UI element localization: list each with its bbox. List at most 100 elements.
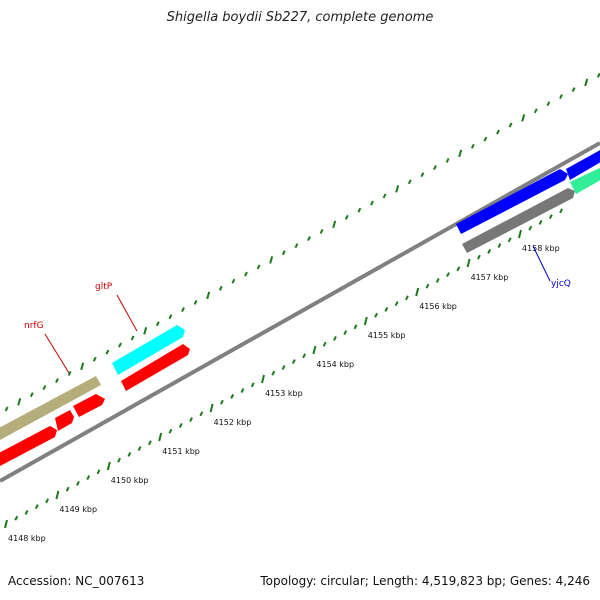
outer-tick bbox=[470, 143, 475, 149]
outer-tick bbox=[244, 271, 248, 277]
outer-tick bbox=[407, 179, 412, 185]
inner-tick bbox=[384, 306, 389, 312]
inner-tick bbox=[271, 370, 276, 376]
outer-tick bbox=[92, 356, 97, 362]
label-leader-line bbox=[44, 333, 70, 374]
inner-tick bbox=[250, 382, 255, 388]
inner-tick bbox=[148, 440, 152, 446]
outer-tick bbox=[307, 236, 311, 242]
outer-tick bbox=[80, 362, 85, 371]
inner-tick bbox=[435, 277, 440, 283]
gene-feature bbox=[570, 167, 600, 194]
outer-tick bbox=[67, 370, 72, 376]
inner-tick bbox=[55, 490, 60, 500]
outer-tick bbox=[269, 256, 274, 264]
outer-tick bbox=[596, 72, 600, 78]
inner-tick bbox=[518, 229, 522, 239]
outer-tick bbox=[4, 406, 9, 412]
scale-tick-label: 4158 kbp bbox=[522, 244, 560, 253]
inner-tick bbox=[127, 451, 132, 457]
gene-feature bbox=[462, 188, 575, 253]
outer-tick bbox=[344, 214, 349, 220]
inner-tick bbox=[476, 254, 481, 260]
inner-tick bbox=[405, 295, 409, 301]
inner-tick bbox=[446, 272, 450, 278]
topology-label: Topology: circular; Length: 4,519,823 bp… bbox=[260, 574, 590, 588]
inner-tick bbox=[24, 509, 29, 515]
outer-tick bbox=[533, 108, 538, 114]
inner-tick bbox=[199, 411, 204, 417]
outer-tick bbox=[118, 342, 122, 348]
inner-tick bbox=[96, 469, 101, 475]
inner-tick bbox=[548, 214, 553, 220]
gene-feature bbox=[0, 426, 57, 466]
scale-tick-label: 4153 kbp bbox=[265, 389, 303, 398]
outer-tick bbox=[256, 264, 261, 270]
inner-tick bbox=[507, 237, 512, 243]
inner-tick bbox=[538, 219, 543, 225]
outer-tick bbox=[193, 299, 198, 305]
scale-tick-label: 4151 kbp bbox=[162, 447, 200, 456]
outer-tick bbox=[433, 165, 437, 171]
outer-tick bbox=[231, 278, 236, 284]
inner-tick bbox=[415, 287, 420, 297]
outer-tick bbox=[458, 149, 463, 158]
outer-tick bbox=[370, 200, 374, 206]
outer-tick bbox=[382, 193, 387, 199]
backbone-track bbox=[0, 141, 600, 483]
outer-tick bbox=[42, 385, 47, 391]
scale-tick-label: 4149 kbp bbox=[59, 505, 97, 514]
inner-tick bbox=[189, 417, 193, 423]
outer-tick bbox=[395, 185, 400, 193]
inner-tick bbox=[343, 330, 348, 336]
gene-feature bbox=[112, 325, 185, 375]
scale-tick-label: 4152 kbp bbox=[214, 418, 252, 427]
inner-tick bbox=[374, 312, 378, 318]
inner-tick bbox=[137, 446, 142, 452]
inner-tick bbox=[240, 388, 245, 394]
label-leader-line bbox=[532, 245, 551, 282]
gene-name-label: gltP bbox=[95, 282, 113, 292]
outer-tick bbox=[332, 220, 337, 229]
outer-tick bbox=[155, 321, 160, 327]
inner-tick bbox=[76, 480, 80, 486]
feature-track bbox=[0, 150, 600, 466]
outer-tick bbox=[130, 335, 135, 341]
inner-tick bbox=[487, 248, 492, 254]
scale-tick-label: 4157 kbp bbox=[471, 273, 509, 282]
gene-feature bbox=[121, 344, 190, 391]
outer-tick bbox=[496, 129, 500, 135]
inner-tick bbox=[34, 504, 39, 510]
gene-feature bbox=[456, 169, 568, 234]
inner-tick bbox=[497, 243, 502, 249]
scale-tick-label: 4148 kbp bbox=[8, 534, 46, 543]
outer-tick bbox=[483, 136, 488, 142]
outer-tick bbox=[294, 243, 299, 249]
accession-label: Accession: NC_007613 bbox=[8, 574, 145, 588]
inner-tick bbox=[425, 283, 430, 289]
outer-tick bbox=[168, 314, 173, 320]
outer-tick bbox=[17, 398, 22, 406]
inner-tick bbox=[117, 457, 121, 463]
inner-tick-ring: 4148 kbp 4149 kbp 4150 kbp 4151 kbp 4152 kbp… bbox=[4, 208, 564, 543]
outer-tick bbox=[521, 114, 526, 122]
scale-tick-label: 4154 kbp bbox=[316, 360, 354, 369]
inner-tick bbox=[219, 399, 224, 405]
inner-tick bbox=[312, 345, 317, 355]
page-title: Shigella boydii Sb227, complete genome bbox=[166, 10, 434, 25]
inner-tick bbox=[302, 353, 307, 359]
inner-tick bbox=[466, 258, 471, 268]
label-leader-line bbox=[116, 294, 138, 332]
outer-tick bbox=[584, 78, 589, 87]
inner-tick bbox=[4, 519, 8, 529]
inner-tick bbox=[86, 475, 91, 481]
inner-tick bbox=[158, 432, 163, 442]
outer-tick bbox=[357, 207, 362, 213]
gene-feature bbox=[0, 376, 101, 440]
inner-tick bbox=[230, 393, 235, 399]
gene-feature bbox=[73, 394, 105, 417]
scale-tick-label: 4155 kbp bbox=[368, 331, 406, 340]
outer-tick bbox=[420, 172, 425, 178]
inner-tick bbox=[209, 403, 214, 413]
outer-tick bbox=[559, 94, 563, 100]
